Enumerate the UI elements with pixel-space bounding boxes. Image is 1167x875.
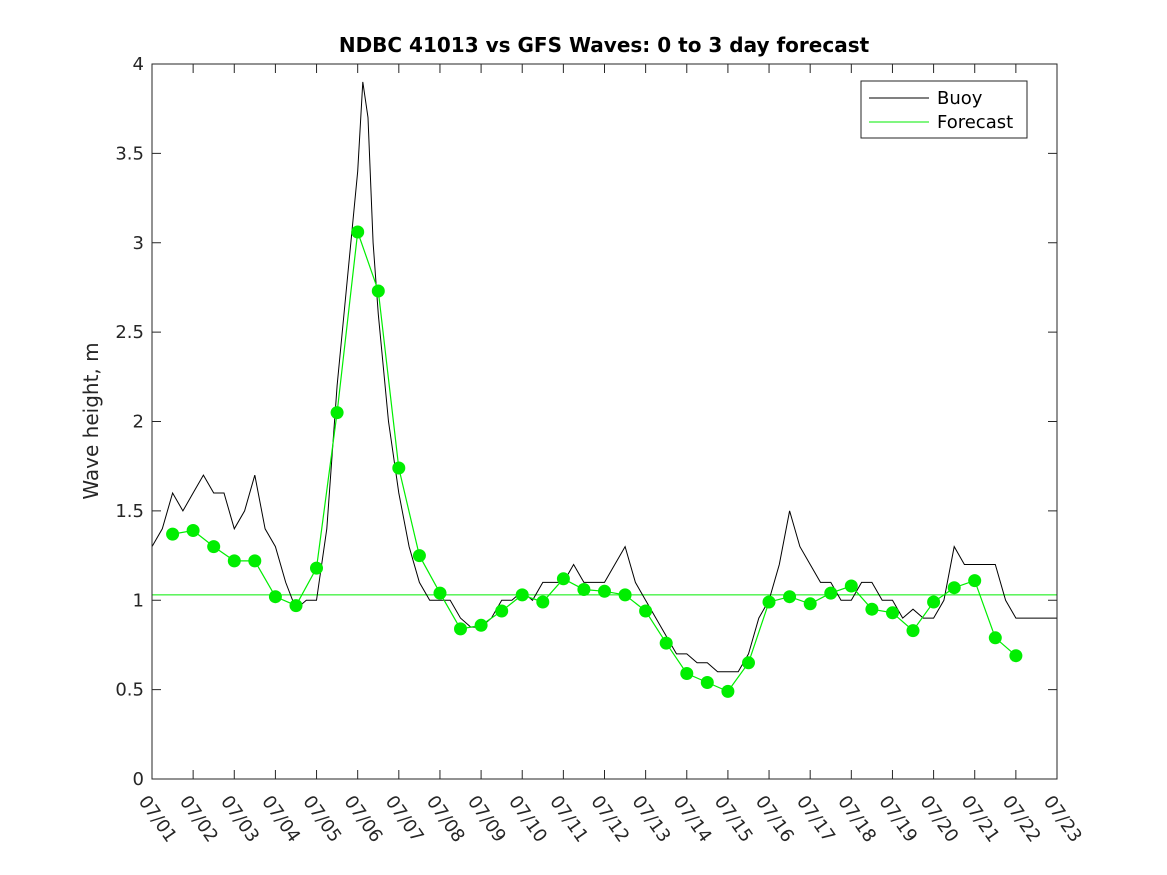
forecast-point — [680, 667, 694, 680]
y-tick-label: 3 — [133, 233, 144, 254]
forecast-point — [556, 572, 570, 586]
y-tick-label: 0.5 — [115, 680, 144, 701]
forecast-point — [947, 581, 961, 595]
forecast-point — [598, 584, 611, 598]
legend-label-buoy: Buoy — [937, 88, 983, 109]
forecast-point — [659, 636, 673, 650]
forecast-point — [412, 549, 426, 563]
forecast-point — [515, 588, 529, 602]
y-tick-label: 1 — [133, 590, 144, 611]
y-tick-label: 2 — [133, 412, 144, 433]
forecast-point — [762, 595, 776, 609]
y-tick-label: 0 — [133, 769, 144, 790]
y-axis-label: Wave height, m — [79, 342, 103, 499]
forecast-point — [268, 590, 282, 604]
forecast-point — [803, 597, 817, 611]
forecast-point — [968, 574, 982, 588]
forecast-point — [783, 590, 797, 604]
series-line-buoy — [151, 81, 1057, 673]
y-tick-label: 4 — [133, 54, 144, 75]
forecast-point — [227, 554, 241, 568]
forecast-point — [310, 561, 323, 575]
forecast-point — [474, 618, 488, 632]
forecast-point — [639, 604, 653, 618]
forecast-point — [886, 606, 899, 620]
y-tick-label: 2.5 — [115, 322, 144, 343]
forecast-point — [742, 656, 755, 670]
forecast-point — [721, 684, 735, 698]
forecast-point — [495, 604, 509, 618]
forecast-point — [536, 595, 550, 609]
forecast-point — [1009, 649, 1023, 663]
legend: Buoy Forecast — [860, 80, 1028, 139]
forecast-point — [927, 595, 941, 609]
legend-box — [860, 80, 1028, 139]
forecast-point — [454, 622, 467, 636]
forecast-point — [824, 586, 838, 600]
y-tick-label: 1.5 — [115, 501, 144, 522]
forecast-point — [392, 461, 406, 475]
forecast-point — [433, 586, 447, 600]
forecast-point — [865, 602, 879, 616]
forecast-point — [289, 599, 303, 613]
y-tick-label: 3.5 — [115, 143, 144, 164]
forecast-point — [618, 588, 632, 602]
forecast-point — [844, 579, 858, 593]
forecast-point — [330, 406, 344, 420]
forecast-point — [371, 284, 385, 298]
chart-title: NDBC 41013 vs GFS Waves: 0 to 3 day fore… — [339, 33, 870, 57]
forecast-point — [248, 554, 262, 568]
forecast-point — [207, 540, 221, 554]
forecast-point — [700, 676, 714, 689]
forecast-point — [351, 225, 365, 239]
forecast-point — [186, 524, 200, 537]
forecast-point — [577, 583, 591, 596]
forecast-point — [906, 624, 920, 638]
plot-layer — [151, 81, 1057, 698]
forecast-point — [166, 527, 180, 541]
forecast-point — [988, 631, 1002, 645]
legend-label-forecast: Forecast — [937, 112, 1013, 133]
